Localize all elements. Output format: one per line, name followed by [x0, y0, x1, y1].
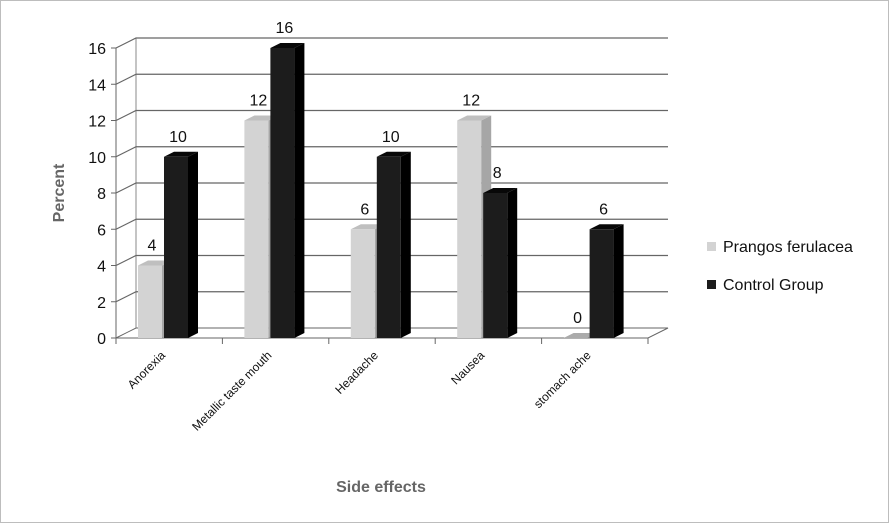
- bar: [589, 224, 624, 338]
- gridline: [115, 37, 668, 49]
- y-tick-label: 4: [97, 259, 106, 276]
- data-label: 16: [276, 20, 294, 37]
- gridline: [115, 109, 668, 122]
- bar-top: [138, 260, 172, 266]
- bar: [270, 43, 305, 338]
- legend-swatch: [707, 242, 716, 251]
- bar-front: [457, 120, 482, 338]
- y-tick-label: 2: [97, 295, 106, 312]
- bar-top: [350, 224, 385, 230]
- bar-top: [589, 224, 624, 230]
- bars: [138, 43, 624, 338]
- bar-side: [613, 224, 624, 338]
- legend-label: Control Group: [723, 277, 824, 294]
- x-tick-label: Anorexia: [125, 348, 169, 392]
- x-tick-label: Metallic taste mouth: [189, 348, 274, 433]
- gridline: [115, 73, 668, 85]
- y-tick-label: 8: [97, 186, 106, 203]
- y-axis-title: Percent: [51, 163, 68, 222]
- x-tick-labels: Anorexia Metallic taste mouth Headache Naus…: [115, 338, 649, 434]
- data-label: 10: [382, 129, 400, 146]
- bar-top: [563, 333, 598, 338]
- data-label: 8: [493, 165, 502, 182]
- bar-top: [376, 151, 411, 157]
- legend: Prangos ferulacea Control Group: [707, 239, 853, 294]
- y-tick-label: 6: [97, 222, 106, 239]
- bar: [563, 333, 598, 338]
- bar-front: [350, 229, 375, 338]
- bar-front: [138, 265, 162, 338]
- x-tick-label: Nausea: [448, 348, 487, 387]
- y-tick-label: 12: [88, 114, 106, 131]
- data-label: 10: [169, 129, 187, 146]
- y-tick-labels: 0 2 4 6 8 10 12 14 16: [88, 41, 116, 348]
- bar-top: [244, 115, 279, 121]
- data-labels: 4 10 12 16 6 10 12 8 0 6: [148, 20, 609, 327]
- bar-top: [270, 43, 305, 48]
- bar-front: [589, 229, 614, 338]
- legend-label: Prangos ferulacea: [723, 239, 853, 256]
- bar-side: [507, 188, 518, 338]
- y-tick-label: 16: [88, 41, 106, 58]
- bar-front: [483, 193, 508, 338]
- y-tick-label: 14: [88, 77, 106, 94]
- bar-side: [294, 43, 305, 338]
- bar-front: [244, 120, 269, 338]
- y-tick-label: 10: [88, 150, 106, 167]
- bar-top: [457, 115, 492, 121]
- data-label: 12: [250, 93, 268, 110]
- bar: [376, 151, 411, 338]
- data-label: 12: [462, 93, 480, 110]
- x-tick-label: Headache: [332, 348, 381, 397]
- bar-top: [483, 188, 518, 193]
- bar-side: [400, 151, 411, 338]
- bar: [483, 188, 518, 338]
- bar-front: [164, 156, 188, 338]
- x-tick-label: stomach ache: [531, 348, 594, 411]
- data-label: 6: [360, 201, 369, 218]
- bar-side: [188, 151, 198, 338]
- bar-front: [376, 156, 401, 338]
- bar: [164, 151, 198, 338]
- bar-front: [270, 48, 295, 338]
- data-label: 6: [599, 201, 608, 218]
- legend-swatch: [707, 280, 716, 289]
- bar-top: [164, 151, 198, 157]
- data-label: 4: [148, 238, 157, 255]
- y-tick-label: 0: [97, 331, 106, 348]
- data-label: 0: [573, 310, 582, 327]
- x-axis-title: Side effects: [336, 479, 426, 496]
